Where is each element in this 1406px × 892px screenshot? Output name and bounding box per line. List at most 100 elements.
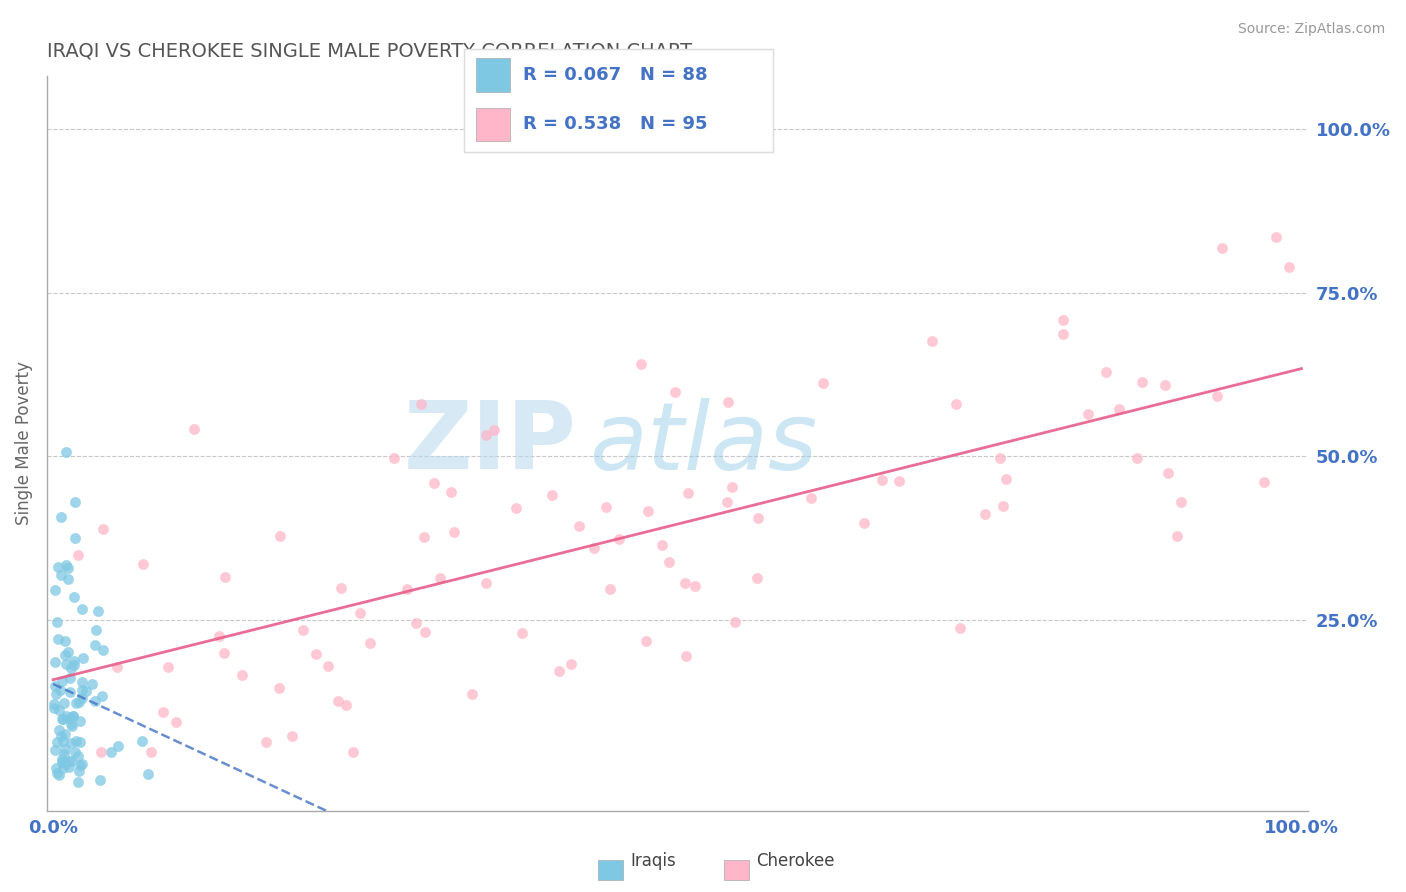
Point xyxy=(267,681,290,695)
Point xyxy=(51,509,73,524)
Bar xyxy=(477,108,510,141)
Point xyxy=(70,683,93,698)
Point xyxy=(100,745,122,759)
Point xyxy=(82,677,104,691)
Point xyxy=(560,657,582,672)
Point xyxy=(1253,475,1275,489)
Point xyxy=(349,606,371,620)
Point xyxy=(813,376,835,391)
Point xyxy=(254,734,277,748)
Point xyxy=(945,397,967,411)
Point xyxy=(342,745,364,759)
Point xyxy=(70,675,93,690)
Point xyxy=(55,657,77,672)
Point xyxy=(165,714,187,729)
Point xyxy=(852,516,875,530)
Point xyxy=(48,723,70,737)
Point xyxy=(72,691,94,706)
Point xyxy=(51,755,73,769)
Point xyxy=(607,532,630,546)
Point xyxy=(60,661,83,675)
Point xyxy=(51,674,73,689)
Point xyxy=(58,760,80,774)
Point xyxy=(52,734,75,748)
Point xyxy=(55,709,77,723)
Point xyxy=(359,635,381,649)
Point xyxy=(49,567,72,582)
Point xyxy=(60,716,83,731)
Point xyxy=(105,659,128,673)
Point xyxy=(46,766,69,780)
Point xyxy=(326,694,349,708)
Point xyxy=(67,764,90,778)
Bar xyxy=(477,58,510,92)
Point xyxy=(58,572,80,586)
Point xyxy=(156,660,179,674)
Point xyxy=(747,571,769,585)
Point xyxy=(70,602,93,616)
Point xyxy=(482,423,505,437)
Point xyxy=(55,558,77,573)
Point xyxy=(658,556,681,570)
Point xyxy=(409,397,432,411)
Point xyxy=(55,634,77,648)
Point xyxy=(461,687,484,701)
Point xyxy=(991,499,1014,513)
Point xyxy=(53,696,76,710)
Point xyxy=(717,394,740,409)
Point xyxy=(887,475,910,489)
Point xyxy=(582,541,605,556)
Point xyxy=(69,714,91,728)
Point xyxy=(51,755,73,769)
Point xyxy=(152,705,174,719)
Point xyxy=(974,508,997,522)
Point xyxy=(716,495,738,509)
Point xyxy=(52,712,75,726)
Point xyxy=(63,658,86,673)
Point xyxy=(280,729,302,743)
Point xyxy=(45,761,67,775)
Point xyxy=(49,729,72,743)
Point xyxy=(90,689,112,703)
Point xyxy=(52,761,75,775)
Point xyxy=(921,334,943,349)
Point xyxy=(56,560,79,574)
Point xyxy=(395,582,418,596)
Point xyxy=(335,698,357,712)
Point xyxy=(548,664,571,678)
Point xyxy=(800,491,823,505)
Point xyxy=(231,667,253,681)
Point xyxy=(1052,326,1074,341)
Point xyxy=(1130,376,1153,390)
Point xyxy=(63,745,86,759)
Point xyxy=(59,685,82,699)
Point xyxy=(318,658,340,673)
Point xyxy=(1265,229,1288,244)
Point xyxy=(56,644,79,658)
Point xyxy=(48,703,70,717)
Point xyxy=(44,582,66,597)
Point xyxy=(212,646,235,660)
Point xyxy=(60,719,83,733)
Point xyxy=(65,734,87,748)
Point xyxy=(995,472,1018,486)
Point xyxy=(45,735,67,749)
Point xyxy=(568,519,591,533)
Point xyxy=(44,698,66,712)
Point xyxy=(269,529,291,543)
Point xyxy=(429,571,451,585)
Point xyxy=(131,733,153,747)
Point xyxy=(89,772,111,787)
Text: Source: ZipAtlas.com: Source: ZipAtlas.com xyxy=(1237,22,1385,37)
Point xyxy=(87,604,110,618)
Point xyxy=(67,548,90,562)
Point xyxy=(949,621,972,635)
Point xyxy=(415,624,437,639)
Text: R = 0.538   N = 95: R = 0.538 N = 95 xyxy=(523,115,707,134)
Point xyxy=(724,615,747,630)
Point xyxy=(1077,407,1099,421)
Point xyxy=(63,654,86,668)
Point xyxy=(139,745,162,759)
Point xyxy=(474,575,496,590)
Point xyxy=(678,486,700,500)
